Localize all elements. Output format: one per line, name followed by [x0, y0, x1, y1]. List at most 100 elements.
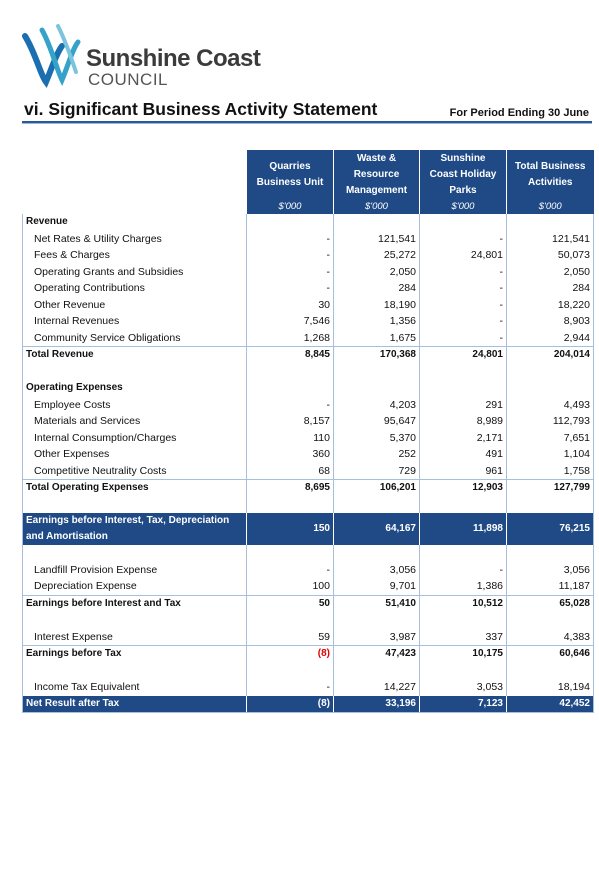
- cell-value: 95,647: [333, 413, 420, 430]
- cell-value: 2,171: [419, 429, 507, 446]
- spacer-cell: [246, 545, 334, 562]
- cell-value: 18,190: [333, 296, 420, 313]
- header-blank: [22, 150, 247, 200]
- row-label: Internal Revenues: [22, 313, 247, 330]
- row-label: Operating Expenses: [22, 380, 247, 397]
- row-item: Community Service Obligations 1,268 1,675-…: [22, 329, 594, 347]
- cell-value: -: [246, 230, 334, 247]
- cell-value: 284: [333, 280, 420, 297]
- cell-value: 150: [246, 513, 334, 545]
- cell-value: 170,368: [333, 346, 420, 364]
- units-row: $'000 $'000 $'000 $'000: [22, 200, 594, 214]
- spacer-cell: [506, 612, 594, 629]
- row-banner: Net Result after Tax (8) 33,196 7,123 42,452: [22, 695, 594, 713]
- cell-value: 68: [246, 462, 334, 480]
- row-item: Operating Grants and Subsidies -2,050-2,0…: [22, 263, 594, 280]
- row-label: Employee Costs: [22, 396, 247, 413]
- row-label: Net Result after Tax: [22, 695, 247, 713]
- cell-value: 4,383: [506, 628, 594, 646]
- row-label: Net Rates & Utility Charges: [22, 230, 247, 247]
- cell-value: 5,370: [333, 429, 420, 446]
- column-header: Quarries Business Unit: [246, 150, 334, 200]
- spacer-row: [22, 612, 594, 629]
- cell-value: -: [246, 396, 334, 413]
- row-label: Total Operating Expenses: [22, 479, 247, 497]
- row-item: Interest Expense 59 3,987 337 4,383: [22, 628, 594, 646]
- row-item: Operating Contributions -284-284: [22, 280, 594, 297]
- cell-value: 252: [333, 446, 420, 463]
- cell-empty: [506, 214, 594, 231]
- row-item: Materials and Services 8,157 95,647 8,989 11…: [22, 413, 594, 430]
- cell-value: 360: [246, 446, 334, 463]
- spacer-cell: [246, 662, 334, 679]
- spacer-cell: [506, 496, 594, 513]
- cell-value: 18,220: [506, 296, 594, 313]
- row-label: Income Tax Equivalent: [22, 679, 247, 696]
- cell-value: -: [419, 230, 507, 247]
- logo-name: Sunshine Coast: [86, 45, 261, 72]
- cell-value: 50: [246, 594, 334, 612]
- cell-value: -: [419, 263, 507, 280]
- row-label: Materials and Services: [22, 413, 247, 430]
- row-label: Operating Contributions: [22, 280, 247, 297]
- cell-value: 1,356: [333, 313, 420, 330]
- cell-value: 30: [246, 296, 334, 313]
- spacer-cell: [333, 363, 420, 380]
- row-total: Total Operating Expenses 8,695 106,201 12,9…: [22, 479, 594, 497]
- cell-value: 3,056: [506, 561, 594, 578]
- spacer-cell: [22, 612, 247, 629]
- statement-table: Quarries Business Unit Waste & Resource M…: [22, 150, 594, 713]
- row-total: Total Revenue 8,845 170,368 24,801 204,014: [22, 346, 594, 364]
- cell-value: 50,073: [506, 247, 594, 264]
- cell-value: 8,989: [419, 413, 507, 430]
- cell-value: -: [419, 313, 507, 330]
- cell-value: -: [419, 296, 507, 313]
- row-item: Competitive Neutrality Costs 68 729 961 1,75…: [22, 462, 594, 480]
- spacer-row: [22, 545, 594, 562]
- cell-value: -: [246, 561, 334, 578]
- spacer-row: [22, 496, 594, 513]
- cell-value: 4,203: [333, 396, 420, 413]
- cell-value: 1,386: [419, 578, 507, 595]
- cell-value: 47,423: [333, 645, 420, 663]
- cell-value: 337: [419, 628, 507, 646]
- logo: Sunshine Coast COUNCIL: [22, 24, 272, 95]
- spacer-cell: [333, 662, 420, 679]
- cell-empty: [506, 380, 594, 397]
- spacer-cell: [419, 496, 507, 513]
- spacer-cell: [246, 363, 334, 380]
- cell-value: 961: [419, 462, 507, 480]
- cell-value: 7,651: [506, 429, 594, 446]
- spacer-cell: [22, 662, 247, 679]
- header-blank: [22, 200, 247, 214]
- cell-value: -: [246, 280, 334, 297]
- spacer-row: [22, 363, 594, 380]
- cell-value: (8): [246, 695, 334, 713]
- column-unit: $'000: [506, 200, 594, 214]
- cell-value: 1,268: [246, 329, 334, 347]
- cell-value: 10,175: [419, 645, 507, 663]
- cell-value: 110: [246, 429, 334, 446]
- spacer-cell: [22, 496, 247, 513]
- cell-value: 729: [333, 462, 420, 480]
- row-total: Earnings before Tax (8) 47,423 10,175 60,646: [22, 645, 594, 663]
- spacer-cell: [333, 545, 420, 562]
- logo-sub: COUNCIL: [88, 70, 168, 89]
- cell-value: 64,167: [333, 513, 420, 545]
- cell-value: 112,793: [506, 413, 594, 430]
- row-label: Other Revenue: [22, 296, 247, 313]
- cell-value: 1,104: [506, 446, 594, 463]
- title-rule: [22, 121, 592, 124]
- cell-value: 121,541: [506, 230, 594, 247]
- cell-value: 51,410: [333, 594, 420, 612]
- cell-value: 12,903: [419, 479, 507, 497]
- cell-empty: [419, 380, 507, 397]
- column-unit: $'000: [246, 200, 334, 214]
- column-unit: $'000: [333, 200, 420, 214]
- row-label: Earnings before Interest, Tax, Depreciat…: [22, 513, 247, 545]
- cell-value: 100: [246, 578, 334, 595]
- cell-value: 24,801: [419, 247, 507, 264]
- spacer-cell: [246, 496, 334, 513]
- row-item: Fees & Charges -25,272 24,801 50,073: [22, 247, 594, 264]
